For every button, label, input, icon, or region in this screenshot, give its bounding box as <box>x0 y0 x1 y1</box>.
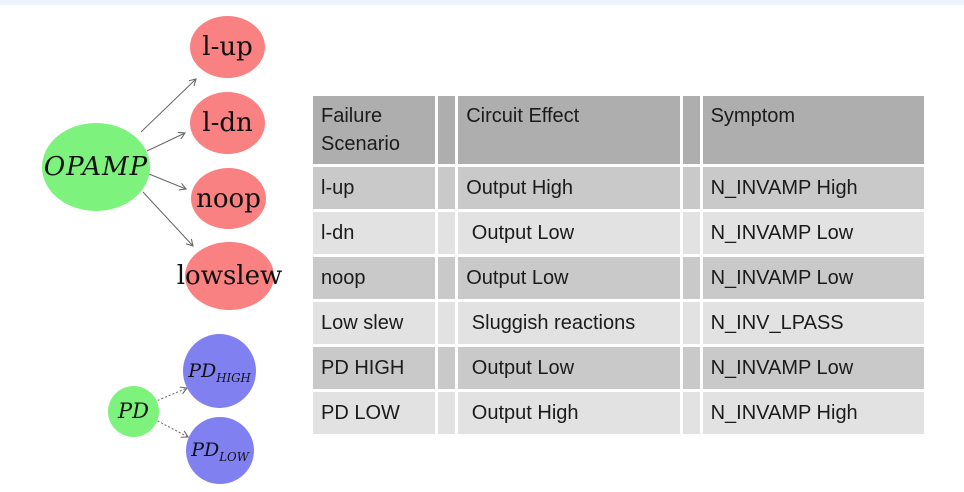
header-symptom: Symptom <box>702 96 924 164</box>
node-pd-low: PDLOW <box>186 417 254 484</box>
symptom-cell: N_INVAMP Low <box>702 257 924 299</box>
header-failure-scenario: Failure Scenario <box>313 96 436 164</box>
arrow-pd-to-pdhigh <box>153 386 189 403</box>
circuit-effect-cell: Output High <box>458 392 680 434</box>
node-pd-label: PD <box>118 399 149 423</box>
spacer-cell <box>682 167 700 209</box>
symptom-cell: N_INVAMP Low <box>702 212 924 254</box>
failure-scenario-cell: noop <box>313 257 436 299</box>
circuit-effect-cell: Output Low <box>458 347 680 389</box>
spacer-cell <box>438 392 456 434</box>
node-opamp-label: OPAMP <box>43 152 149 182</box>
node-l-dn: l-dn <box>190 92 265 154</box>
failure-scenario-cell: PD LOW <box>313 392 436 434</box>
circuit-effect-cell: Output Low <box>458 257 680 299</box>
symptom-cell: N_INVAMP High <box>702 392 924 434</box>
spacer-cell <box>682 302 700 344</box>
failure-scenario-cell: l-up <box>313 167 436 209</box>
table-row: PD LOW Output High N_INVAMP High <box>313 392 924 434</box>
table-row: l-up Output High N_INVAMP High <box>313 167 924 209</box>
table-row: PD HIGH Output Low N_INVAMP Low <box>313 347 924 389</box>
failure-scenario-cell: PD HIGH <box>313 347 436 389</box>
failure-scenario-cell: Low slew <box>313 302 436 344</box>
circuit-effect-cell: Output Low <box>458 212 680 254</box>
arrow-pd-to-pdlow <box>153 418 189 438</box>
spacer-cell <box>438 302 456 344</box>
table-row: l-dn Output Low N_INVAMP Low <box>313 212 924 254</box>
top-accent-bar <box>0 0 964 5</box>
arrow-opamp-to-noop <box>148 173 188 191</box>
spacer-cell <box>438 212 456 254</box>
node-noop-label: noop <box>196 183 261 214</box>
table-row: Low slew Sluggish reactions N_INV_LPASS <box>313 302 924 344</box>
failure-scenario-table: Failure Scenario Circuit Effect Symptom … <box>310 93 927 437</box>
diagram-arrows <box>140 78 197 438</box>
symptom-cell: N_INV_LPASS <box>702 302 924 344</box>
node-pd-high-label: PDHIGH <box>188 359 251 385</box>
spacer-cell <box>682 212 700 254</box>
circuit-effect-cell: Sluggish reactions <box>458 302 680 344</box>
table-header-row: Failure Scenario Circuit Effect Symptom <box>313 96 924 164</box>
symptom-cell: N_INVAMP High <box>702 167 924 209</box>
arrow-opamp-to-ldn <box>146 131 186 152</box>
arrow-opamp-to-lup <box>140 78 197 133</box>
header-circuit-effect: Circuit Effect <box>458 96 680 164</box>
node-l-up-label: l-up <box>202 32 253 62</box>
node-l-up: l-up <box>190 16 265 78</box>
node-pd-low-label: PDLOW <box>191 439 249 464</box>
spacer-cell <box>438 257 456 299</box>
spacer-cell <box>682 347 700 389</box>
spacer-cell <box>438 167 456 209</box>
node-noop: noop <box>191 168 266 229</box>
symptom-cell: N_INVAMP Low <box>702 347 924 389</box>
arrow-opamp-to-lowslew <box>142 191 194 247</box>
node-pd-high: PDHIGH <box>183 334 256 408</box>
spacer-cell <box>438 96 456 164</box>
table-row: noop Output Low N_INVAMP Low <box>313 257 924 299</box>
spacer-cell <box>682 257 700 299</box>
node-pd: PD <box>108 386 159 437</box>
node-lowslew: lowslew <box>177 242 282 310</box>
failure-scenario-cell: l-dn <box>313 212 436 254</box>
spacer-cell <box>682 96 700 164</box>
spacer-cell <box>438 347 456 389</box>
spacer-cell <box>682 392 700 434</box>
node-opamp: OPAMP <box>42 123 150 211</box>
node-l-dn-label: l-dn <box>202 108 253 138</box>
node-lowslew-label: lowslew <box>176 261 283 291</box>
circuit-effect-cell: Output High <box>458 167 680 209</box>
